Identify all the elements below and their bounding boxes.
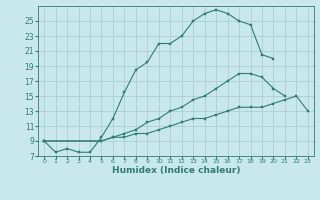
- X-axis label: Humidex (Indice chaleur): Humidex (Indice chaleur): [112, 166, 240, 175]
